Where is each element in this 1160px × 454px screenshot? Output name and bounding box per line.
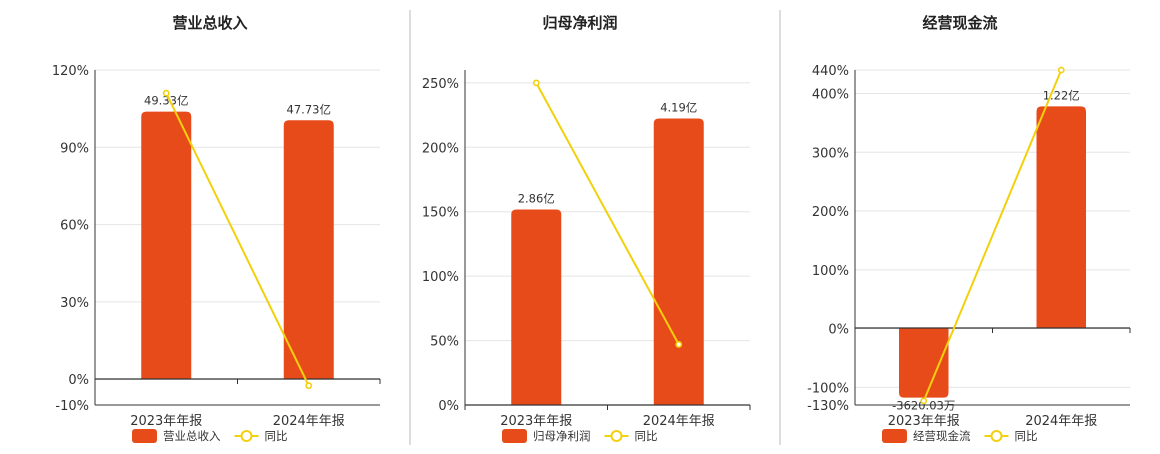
chart-3: 经营现金流 440% 400% 300% 200% 100% 0% -100% -130% -36… bbox=[807, 14, 1131, 443]
chart-title: 归母净利润 bbox=[542, 14, 617, 32]
y-tick-label: 50% bbox=[430, 335, 459, 350]
y-tick-label: 100% bbox=[422, 270, 459, 285]
legend: 经营现金流 同比 bbox=[882, 429, 1038, 443]
legend-line-label: 同比 bbox=[1015, 429, 1038, 443]
line-point-2 bbox=[305, 382, 313, 390]
x-tick-label: 2024年年报 bbox=[273, 414, 345, 429]
y-tick-label: 150% bbox=[422, 206, 459, 221]
y-tick-label: 440% bbox=[812, 64, 849, 79]
y-tick-label: 400% bbox=[812, 88, 849, 103]
line-series bbox=[165, 92, 310, 387]
legend-line-label: 同比 bbox=[265, 429, 288, 443]
legend-line-marker bbox=[610, 430, 623, 442]
y-tick-label: 0% bbox=[68, 373, 89, 388]
legend-bar-label: 经营现金流 bbox=[913, 429, 971, 443]
y-tick-label: -10% bbox=[55, 399, 89, 414]
chart-1: 营业总收入 120% 90% 60% 30% 0% -10% 49.33亿 47.73亿 2023… bbox=[52, 14, 381, 443]
x-tick-label: 2024年年报 bbox=[1025, 414, 1097, 429]
bar-2 bbox=[1036, 106, 1086, 328]
bar-data-label: 49.33亿 bbox=[144, 94, 188, 108]
x-tick-label: 2024年年报 bbox=[643, 414, 715, 429]
y-tick-label: 60% bbox=[60, 219, 89, 234]
y-tick-label: 250% bbox=[422, 77, 459, 92]
x-tick-label: 2023年年报 bbox=[500, 414, 572, 429]
bar-data-label: -3620.03万 bbox=[892, 399, 955, 413]
bar-2 bbox=[653, 118, 704, 405]
legend-line-marker bbox=[240, 430, 253, 442]
bar-data-label: 4.19亿 bbox=[660, 101, 697, 115]
bar-1 bbox=[141, 111, 192, 380]
legend-bar-swatch bbox=[882, 429, 907, 443]
line-series bbox=[535, 82, 680, 345]
legend: 营业总收入 同比 bbox=[132, 429, 288, 443]
legend-line-marker bbox=[990, 430, 1003, 442]
y-tick-label: 200% bbox=[422, 141, 459, 156]
legend: 归母净利润 同比 bbox=[502, 429, 658, 443]
bar-1 bbox=[899, 328, 949, 398]
bar-data-label: 2.86亿 bbox=[518, 191, 555, 205]
legend-bar-swatch bbox=[502, 429, 527, 443]
line-point-2 bbox=[675, 341, 683, 348]
legend-bar-label: 归母净利润 bbox=[533, 429, 591, 443]
line-series bbox=[922, 69, 1063, 402]
y-tick-label: 100% bbox=[812, 264, 849, 279]
bar-data-label: 47.73亿 bbox=[287, 102, 331, 116]
bar-2 bbox=[283, 120, 334, 379]
chart-title: 营业总收入 bbox=[172, 14, 247, 32]
y-tick-label: -100% bbox=[807, 381, 849, 396]
x-tick-label: 2023年年报 bbox=[130, 414, 202, 429]
line-point-1 bbox=[920, 397, 928, 405]
line-point-1 bbox=[162, 89, 170, 97]
chart-2: 归母净利润 250% 200% 150% 100% 50% 0% 2.86亿 4.19亿 2023… bbox=[422, 14, 751, 443]
y-tick-label: -130% bbox=[807, 399, 849, 414]
legend-bar-label: 营业总收入 bbox=[163, 429, 221, 443]
line-point-1 bbox=[532, 79, 540, 87]
y-tick-label: 30% bbox=[60, 296, 89, 311]
legend-bar-swatch bbox=[132, 429, 157, 443]
bar-1 bbox=[511, 209, 562, 405]
legend-line-label: 同比 bbox=[635, 429, 658, 443]
line-point-2 bbox=[1057, 66, 1065, 74]
y-tick-label: 300% bbox=[812, 146, 849, 161]
y-tick-label: 0% bbox=[438, 399, 459, 414]
chart-title: 经营现金流 bbox=[922, 14, 997, 32]
y-tick-label: 0% bbox=[828, 323, 849, 338]
y-tick-label: 90% bbox=[60, 141, 89, 156]
y-tick-label: 120% bbox=[52, 64, 89, 79]
y-tick-label: 200% bbox=[812, 205, 849, 220]
x-tick-label: 2023年年报 bbox=[888, 414, 960, 429]
